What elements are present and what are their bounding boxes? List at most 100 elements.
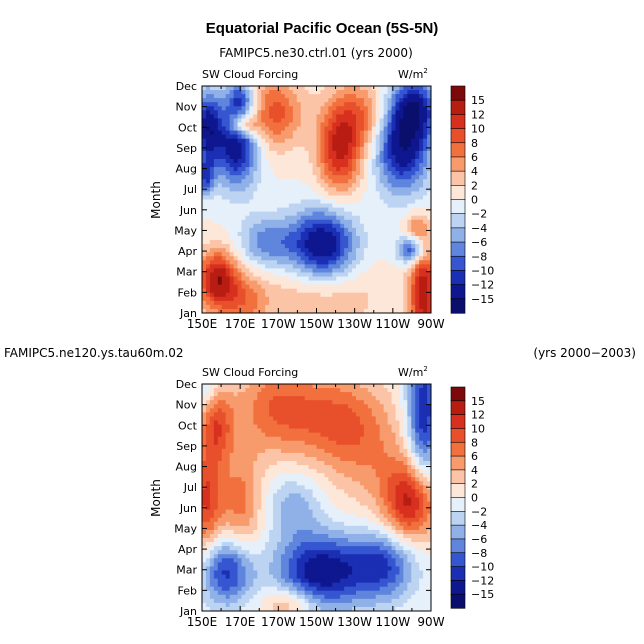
heatmap-cell	[359, 203, 365, 209]
heatmap-cell	[403, 428, 408, 434]
heatmap-cell	[225, 384, 231, 389]
heatmap-cell	[367, 493, 373, 499]
heatmap-cell	[308, 211, 314, 217]
heatmap-cell	[367, 130, 373, 136]
heatmap-cell	[304, 106, 310, 111]
heatmap-cell	[261, 304, 266, 310]
heatmap-cell	[391, 138, 397, 144]
heatmap-cell	[379, 146, 385, 152]
heatmap-cell	[253, 122, 258, 128]
heatmap-cell	[328, 412, 333, 418]
heatmap-cell	[280, 485, 286, 490]
heatmap-cell	[257, 292, 262, 298]
heatmap-cell	[308, 384, 314, 389]
heatmap-cell	[308, 179, 314, 184]
heatmap-cell	[300, 102, 306, 107]
heatmap-cell	[225, 440, 231, 446]
heatmap-cell	[415, 280, 420, 286]
heatmap-cell	[245, 404, 250, 409]
heatmap-cell	[233, 465, 239, 470]
heatmap-cell	[241, 416, 247, 422]
heatmap-cell	[403, 114, 408, 120]
heatmap-cell	[411, 219, 416, 225]
heatmap-cell	[328, 481, 333, 486]
heatmap-cell	[324, 106, 329, 111]
heatmap-cell	[300, 138, 306, 144]
heatmap-cell	[419, 94, 424, 99]
heatmap-cell	[261, 452, 266, 458]
heatmap-cell	[411, 110, 416, 115]
heatmap-cell	[269, 296, 274, 302]
heatmap-cell	[324, 94, 329, 99]
heatmap-cell	[277, 465, 282, 470]
heatmap-cell	[308, 280, 314, 286]
heatmap-cell	[237, 252, 243, 257]
heatmap-cell	[367, 211, 373, 217]
heatmap-cell	[292, 304, 298, 310]
heatmap-cell	[379, 126, 385, 132]
heatmap-cell	[213, 203, 219, 209]
heatmap-cell	[304, 138, 310, 144]
heatmap-cell	[284, 203, 290, 209]
heatmap-cell	[336, 203, 341, 209]
heatmap-cell	[292, 485, 298, 490]
heatmap-cell	[320, 404, 325, 409]
heatmap-cell	[273, 412, 278, 418]
heatmap-cell	[419, 175, 424, 180]
heatmap-cell	[300, 497, 306, 503]
heatmap-cell	[205, 493, 211, 499]
heatmap-cell	[379, 280, 385, 286]
heatmap-cell	[253, 215, 258, 221]
heatmap-cell	[391, 276, 397, 282]
heatmap-cell	[375, 231, 381, 237]
heatmap-cell	[328, 86, 333, 91]
heatmap-cell	[209, 481, 215, 486]
heatmap-cell	[348, 444, 353, 450]
heatmap-cell	[379, 235, 385, 241]
heatmap-cell	[217, 300, 223, 306]
heatmap-cell	[379, 90, 385, 95]
heatmap-cell	[316, 268, 322, 274]
heatmap-cell	[205, 481, 211, 486]
heatmap-cell	[391, 264, 397, 270]
heatmap-cell	[407, 456, 412, 462]
heatmap-cell	[288, 195, 294, 201]
heatmap-cell	[312, 456, 318, 462]
heatmap-cell	[288, 98, 294, 103]
heatmap-cell	[367, 456, 373, 462]
heatmap-cell	[367, 436, 373, 442]
heatmap-cell	[359, 268, 365, 274]
heatmap-cell	[348, 485, 353, 490]
heatmap-cell	[399, 154, 404, 160]
heatmap-cell	[324, 392, 329, 397]
heatmap-cell	[367, 444, 373, 450]
heatmap-cell	[399, 485, 404, 490]
heatmap-cell	[209, 256, 215, 261]
heatmap-cell	[395, 106, 401, 111]
heatmap-cell	[202, 114, 207, 120]
heatmap-cell	[205, 126, 211, 132]
heatmap-cell	[427, 268, 431, 274]
heatmap-cell	[415, 284, 420, 290]
heatmap-cell	[265, 400, 270, 405]
heatmap-cell	[411, 248, 416, 253]
heatmap-cell	[261, 211, 266, 217]
heatmap-cell	[320, 396, 325, 401]
heatmap-cell	[411, 284, 416, 290]
heatmap-cell	[348, 392, 353, 397]
heatmap-cell	[237, 207, 243, 213]
heatmap-cell	[229, 94, 235, 99]
heatmap-cell	[229, 296, 235, 302]
heatmap-cell	[253, 420, 258, 426]
heatmap-cell	[352, 142, 357, 148]
heatmap-cell	[367, 268, 373, 274]
heatmap-cell	[352, 150, 357, 156]
heatmap-cell	[300, 142, 306, 148]
heatmap-cell	[288, 240, 294, 245]
heatmap-cell	[355, 223, 361, 229]
heatmap-cell	[316, 199, 322, 205]
heatmap-cell	[233, 207, 239, 213]
heatmap-cell	[415, 106, 420, 111]
heatmap-cell	[241, 308, 247, 313]
heatmap-cell	[288, 452, 294, 458]
